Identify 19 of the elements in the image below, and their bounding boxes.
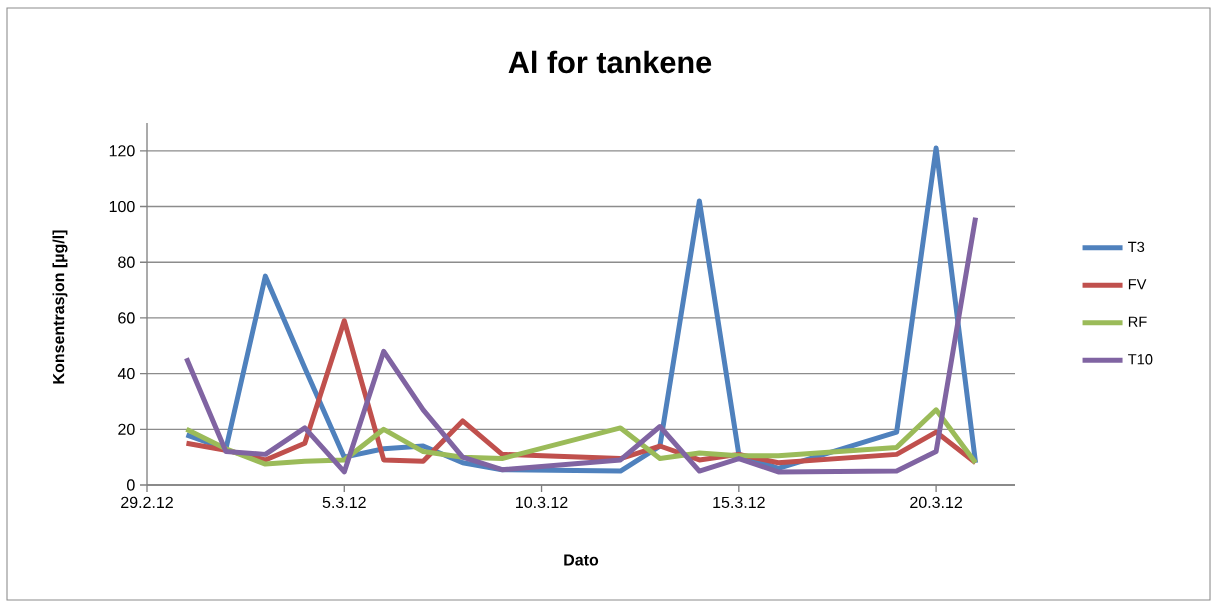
legend-label: FV bbox=[1128, 279, 1147, 290]
y-tick-label: 120 bbox=[109, 145, 135, 157]
x-tick-label: 15.3.12 bbox=[713, 496, 765, 509]
x-tick-label: 10.3.12 bbox=[516, 496, 568, 509]
y-tick-label: 80 bbox=[118, 256, 135, 268]
y-tick-label: 100 bbox=[109, 200, 135, 213]
y-tick-label: 40 bbox=[117, 367, 135, 380]
legend-label: RF bbox=[1128, 316, 1147, 327]
y-axis-title: Konsentrasjon [µg/l] bbox=[52, 230, 68, 384]
y-tick-label: 60 bbox=[118, 312, 135, 324]
x-tick-label: 20.3.12 bbox=[910, 496, 962, 509]
y-tick-label: 20 bbox=[118, 423, 135, 435]
x-tick-label: 29.2.12 bbox=[121, 496, 173, 509]
legend-label: T3 bbox=[1128, 241, 1145, 253]
legend-label: T10 bbox=[1128, 354, 1153, 365]
x-tick-label: 5.3.12 bbox=[322, 496, 366, 509]
y-tick-label: 0 bbox=[127, 479, 135, 491]
chart-title: Al for tankene bbox=[508, 50, 712, 74]
x-axis-title: Dato bbox=[564, 554, 599, 566]
